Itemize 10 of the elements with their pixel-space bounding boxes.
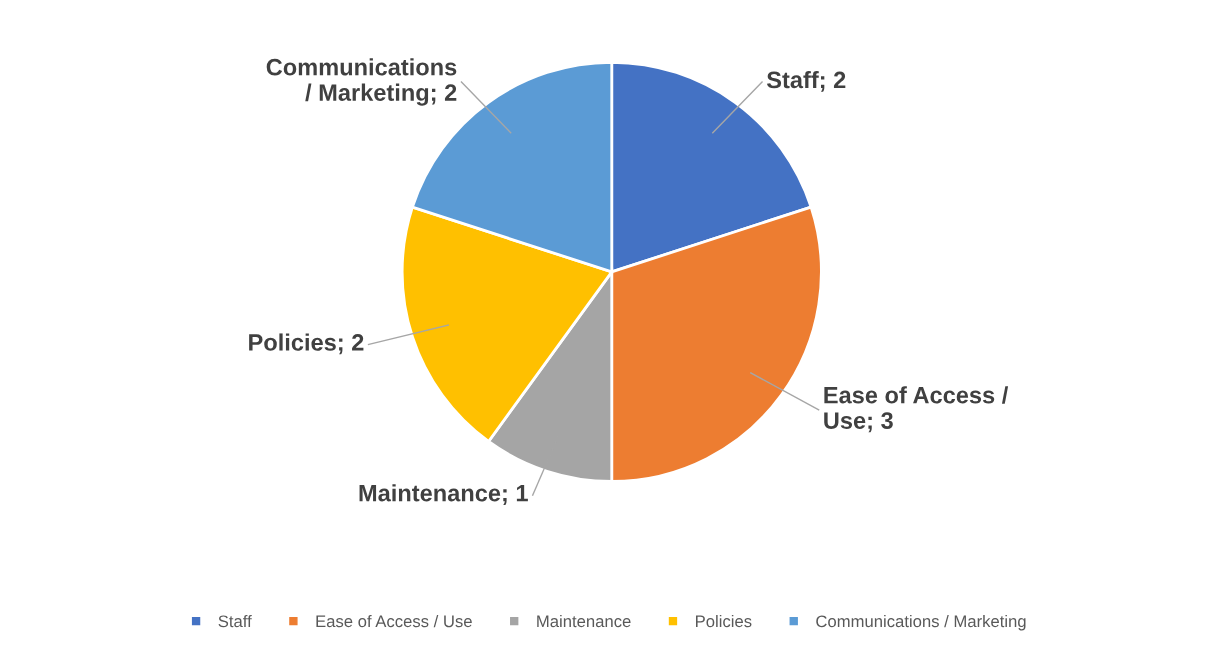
legend-label: Staff bbox=[218, 614, 252, 628]
legend-label: Maintenance bbox=[537, 614, 631, 628]
data-label: Staff; 2 bbox=[766, 70, 846, 92]
legend-label: Ease of Access / Use bbox=[316, 614, 472, 628]
legend-label: Policies bbox=[696, 614, 752, 628]
data-label: Policies; 2 bbox=[249, 333, 364, 355]
data-label: Communications / Marketing; 2 bbox=[266, 58, 457, 106]
data-label: Ease of Access / Use; 3 bbox=[824, 386, 1009, 433]
data-label: Maintenance; 1 bbox=[359, 484, 528, 505]
legend-label: Communications / Marketing bbox=[816, 614, 1026, 631]
